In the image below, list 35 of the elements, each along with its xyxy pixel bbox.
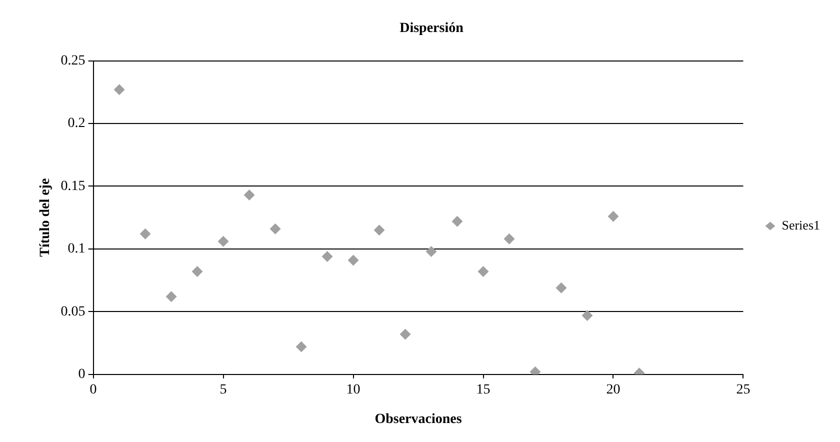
point <box>374 224 385 236</box>
y-tick-label: 0.1 <box>68 242 86 257</box>
point <box>348 254 359 266</box>
point <box>400 328 411 340</box>
y-axis-title: Título del eje <box>38 178 54 257</box>
point <box>504 233 515 244</box>
point <box>114 84 125 96</box>
point <box>192 266 203 278</box>
point <box>556 282 567 294</box>
point <box>452 216 463 227</box>
point <box>244 190 255 201</box>
point <box>218 236 229 247</box>
point <box>140 228 151 240</box>
x-tick-label: 5 <box>220 382 227 398</box>
point <box>166 291 177 302</box>
point <box>478 266 489 278</box>
point <box>582 310 593 321</box>
x-tick-label: 15 <box>476 382 490 398</box>
chart-title: Dispersión <box>400 21 464 36</box>
y-tick-label: 0.25 <box>60 53 86 68</box>
legend-label: Series1 <box>782 217 820 232</box>
y-tick-label: 0.15 <box>60 178 86 194</box>
point <box>426 246 437 257</box>
point <box>296 341 307 352</box>
x-tick-label: 20 <box>606 382 620 398</box>
y-tick-label: 0.2 <box>68 116 86 132</box>
point <box>608 210 619 222</box>
x-tick-label: 10 <box>346 382 360 398</box>
x-axis-title: Observaciones <box>374 412 462 428</box>
y-tick-label: 0.05 <box>60 304 86 320</box>
x-tick-label: 25 <box>736 382 750 398</box>
point <box>322 250 333 262</box>
point <box>270 223 281 234</box>
y-tick-label: 0 <box>78 367 86 382</box>
x-tick-label: 0 <box>90 382 97 398</box>
